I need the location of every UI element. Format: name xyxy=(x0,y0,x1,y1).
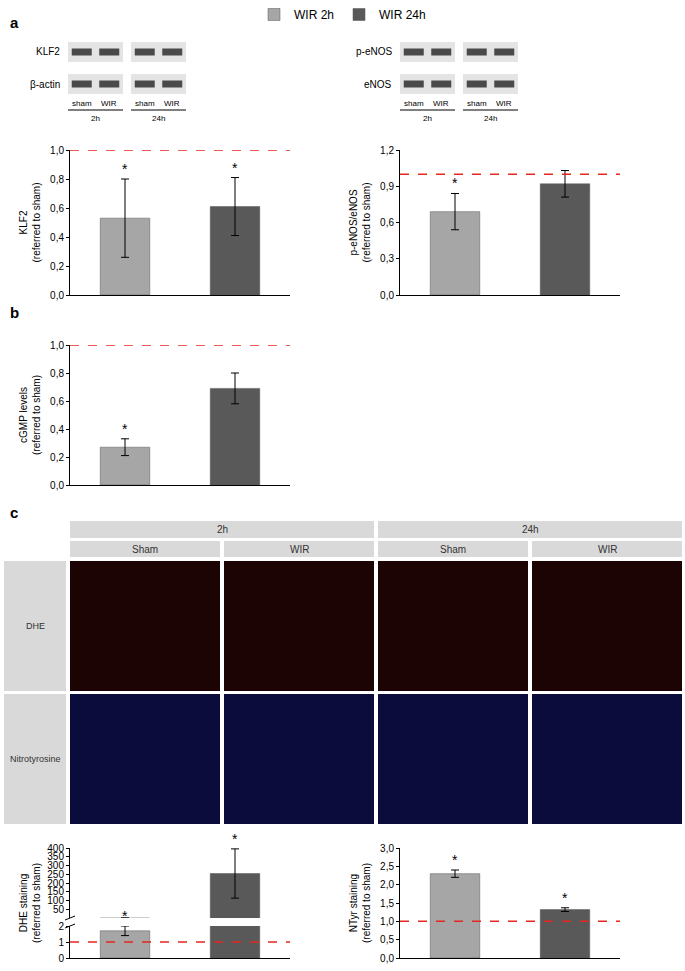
svg-text:WIR: WIR xyxy=(290,544,309,555)
svg-text:0,8: 0,8 xyxy=(50,174,64,185)
svg-text:NTyr staining(referred to sham: NTyr staining(referred to sham) xyxy=(348,863,372,943)
svg-text:cGMP levels(referred to sham): cGMP levels(referred to sham) xyxy=(18,375,42,455)
svg-text:1,5: 1,5 xyxy=(380,898,394,909)
svg-text:2h: 2h xyxy=(91,114,100,123)
svg-text:Nitrotyrosine: Nitrotyrosine xyxy=(10,754,61,764)
svg-text:100: 100 xyxy=(47,895,64,906)
svg-text:0,4: 0,4 xyxy=(50,232,64,243)
svg-text:WIR: WIR xyxy=(101,99,117,108)
svg-text:0,0: 0,0 xyxy=(50,290,64,301)
svg-text:WIR 2h: WIR 2h xyxy=(294,8,334,22)
svg-text:0,9: 0,9 xyxy=(380,181,394,192)
svg-text:0: 0 xyxy=(58,953,64,964)
svg-text:*: * xyxy=(452,852,458,868)
svg-text:WIR: WIR xyxy=(598,544,617,555)
svg-text:1,2: 1,2 xyxy=(380,145,394,156)
svg-text:250: 250 xyxy=(47,869,64,880)
svg-text:*: * xyxy=(232,160,238,176)
svg-text:200: 200 xyxy=(47,878,64,889)
svg-text:WIR: WIR xyxy=(433,99,449,108)
svg-text:0,4: 0,4 xyxy=(50,424,64,435)
svg-text:KLF2(referred to sham): KLF2(referred to sham) xyxy=(18,182,42,262)
svg-text:*: * xyxy=(232,831,238,847)
svg-text:0,0: 0,0 xyxy=(380,953,394,964)
svg-text:DHE: DHE xyxy=(26,621,45,631)
svg-text:0,0: 0,0 xyxy=(380,290,394,301)
svg-text:*: * xyxy=(122,161,128,177)
svg-text:β-actin: β-actin xyxy=(30,79,60,90)
svg-text:p-eNOS: p-eNOS xyxy=(356,46,392,57)
svg-text:*: * xyxy=(122,908,128,924)
svg-text:400: 400 xyxy=(47,843,64,854)
svg-text:1: 1 xyxy=(58,937,64,948)
svg-text:c: c xyxy=(10,504,18,521)
svg-text:2h: 2h xyxy=(423,114,432,123)
svg-text:0,8: 0,8 xyxy=(50,368,64,379)
svg-text:0,6: 0,6 xyxy=(50,396,64,407)
svg-text:2h: 2h xyxy=(217,524,228,535)
svg-text:24h: 24h xyxy=(484,114,497,123)
svg-text:0,5: 0,5 xyxy=(380,934,394,945)
svg-text:KLF2: KLF2 xyxy=(36,46,60,57)
svg-text:*: * xyxy=(452,175,458,191)
svg-text:24h: 24h xyxy=(152,114,165,123)
svg-text:a: a xyxy=(10,14,19,31)
svg-text:0,6: 0,6 xyxy=(380,217,394,228)
svg-text:Sham: Sham xyxy=(132,544,158,555)
svg-text:0,0: 0,0 xyxy=(50,480,64,491)
svg-text:2: 2 xyxy=(58,921,64,932)
svg-text:350: 350 xyxy=(47,851,64,862)
svg-text:DHE staining(referred to sham): DHE staining(referred to sham) xyxy=(18,863,42,943)
svg-text:1,0: 1,0 xyxy=(380,916,394,927)
svg-text:1,0: 1,0 xyxy=(50,340,64,351)
svg-text:sham: sham xyxy=(467,99,487,108)
svg-text:*: * xyxy=(122,421,128,437)
svg-text:sham: sham xyxy=(72,99,92,108)
svg-text:0,6: 0,6 xyxy=(50,203,64,214)
svg-text:50: 50 xyxy=(53,904,65,915)
svg-text:sham: sham xyxy=(404,99,424,108)
svg-text:*: * xyxy=(562,890,568,906)
svg-text:300: 300 xyxy=(47,860,64,871)
svg-text:0,3: 0,3 xyxy=(380,253,394,264)
svg-text:WIR: WIR xyxy=(164,99,180,108)
svg-text:150: 150 xyxy=(47,886,64,897)
svg-text:p-eNOS/eNOS(referred to sham): p-eNOS/eNOS(referred to sham) xyxy=(348,182,372,262)
svg-text:0,2: 0,2 xyxy=(50,261,64,272)
svg-text:24h: 24h xyxy=(522,524,539,535)
svg-text:WIR 24h: WIR 24h xyxy=(379,8,426,22)
svg-text:sham: sham xyxy=(135,99,155,108)
svg-text:WIR: WIR xyxy=(496,99,512,108)
svg-text:0,2: 0,2 xyxy=(50,452,64,463)
svg-text:2,5: 2,5 xyxy=(380,861,394,872)
svg-text:eNOS: eNOS xyxy=(364,79,392,90)
svg-text:1,0: 1,0 xyxy=(50,145,64,156)
svg-text:Sham: Sham xyxy=(440,544,466,555)
svg-text:2,0: 2,0 xyxy=(380,879,394,890)
svg-text:3,0: 3,0 xyxy=(380,843,394,854)
svg-text:b: b xyxy=(10,304,19,321)
